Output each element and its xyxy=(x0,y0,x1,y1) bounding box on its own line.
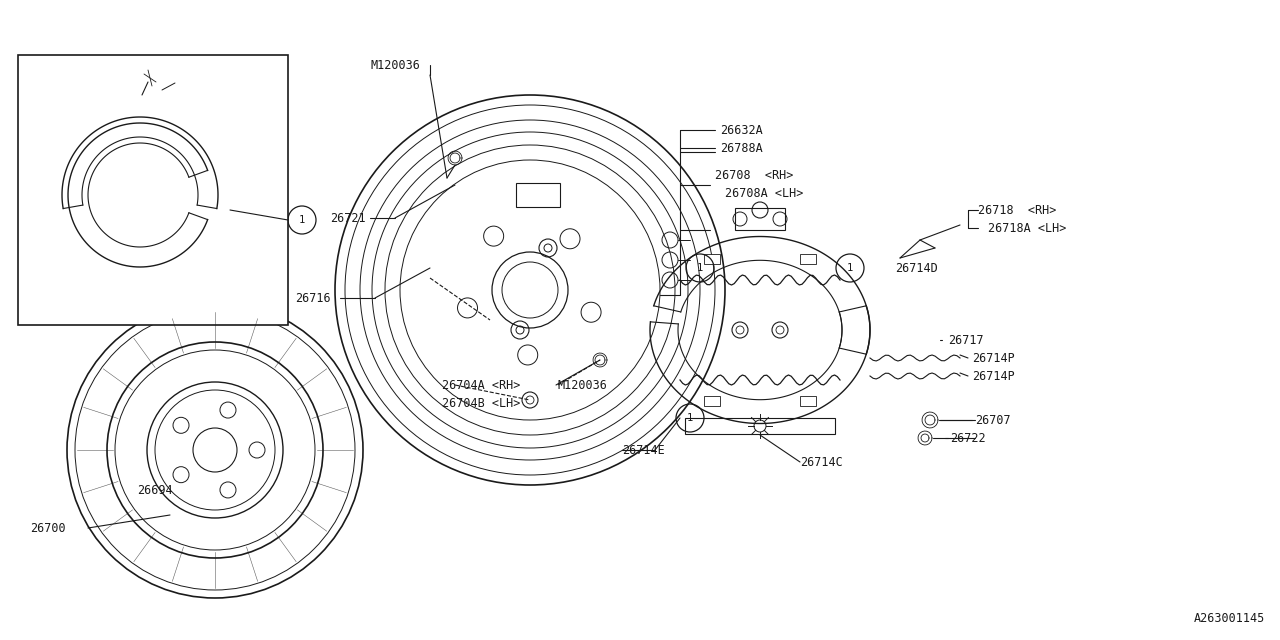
Text: M120036: M120036 xyxy=(558,378,608,392)
Text: 26716: 26716 xyxy=(294,291,330,305)
Text: 1: 1 xyxy=(847,263,854,273)
Text: 1: 1 xyxy=(298,215,305,225)
FancyBboxPatch shape xyxy=(18,55,288,325)
FancyBboxPatch shape xyxy=(800,254,817,264)
Text: 26708  <RH>: 26708 <RH> xyxy=(716,168,794,182)
Text: 26700: 26700 xyxy=(29,522,65,534)
Text: 26708A <LH>: 26708A <LH> xyxy=(724,186,804,200)
Text: 26632A: 26632A xyxy=(719,124,763,136)
Text: 26714D: 26714D xyxy=(895,262,938,275)
Text: 26718  <RH>: 26718 <RH> xyxy=(978,204,1056,216)
Text: 26721: 26721 xyxy=(330,211,366,225)
Text: 26714P: 26714P xyxy=(972,369,1015,383)
Text: 26722: 26722 xyxy=(950,431,986,445)
Text: 26788A: 26788A xyxy=(719,141,763,154)
Text: 26714E: 26714E xyxy=(622,444,664,456)
Text: 26694: 26694 xyxy=(137,483,173,497)
Text: 26704B <LH>: 26704B <LH> xyxy=(442,397,521,410)
Text: 26707: 26707 xyxy=(975,413,1011,426)
FancyBboxPatch shape xyxy=(516,183,561,207)
Text: 26704A <RH>: 26704A <RH> xyxy=(442,378,521,392)
Text: A263001145: A263001145 xyxy=(1194,612,1265,625)
FancyBboxPatch shape xyxy=(800,396,817,406)
Text: 26717: 26717 xyxy=(948,333,983,346)
FancyBboxPatch shape xyxy=(685,418,835,434)
FancyBboxPatch shape xyxy=(704,396,719,406)
FancyBboxPatch shape xyxy=(704,254,719,264)
Text: 1: 1 xyxy=(687,413,694,423)
Text: 26714P: 26714P xyxy=(972,351,1015,365)
Text: 26718A <LH>: 26718A <LH> xyxy=(988,221,1066,234)
FancyBboxPatch shape xyxy=(735,208,785,230)
Text: 1: 1 xyxy=(696,263,703,273)
Text: M120036: M120036 xyxy=(370,58,420,72)
Text: 26714C: 26714C xyxy=(800,456,842,468)
